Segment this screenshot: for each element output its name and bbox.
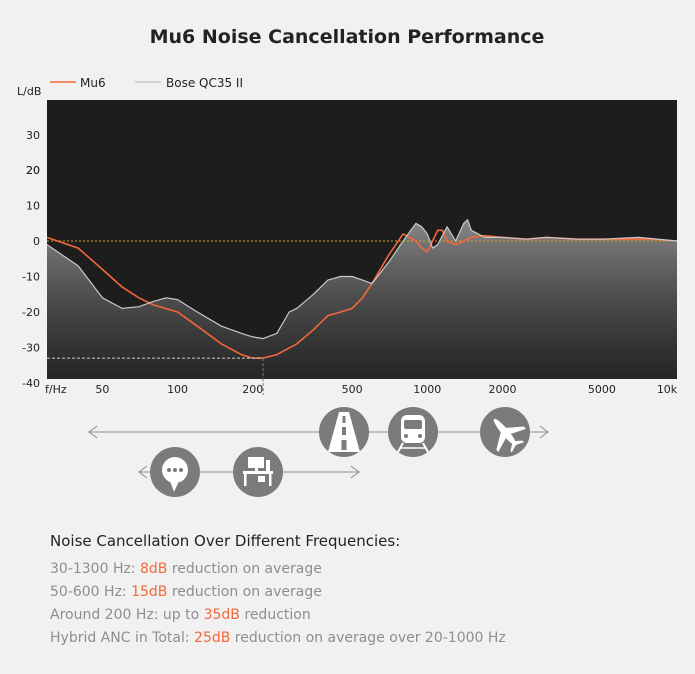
legend: Mu6 Bose QC35 II [50, 76, 243, 90]
legend-label-bose: Bose QC35 II [166, 76, 243, 90]
chat-icon [150, 447, 200, 497]
x-axis-label: f/Hz [45, 383, 67, 396]
note-value: 8dB [140, 561, 168, 577]
notes: Noise Cancellation Over Different Freque… [50, 530, 670, 650]
x-tick-label: 2000 [488, 383, 516, 396]
x-tick-label: 200 [242, 383, 263, 396]
x-tick-labels: 50 100 200 500 1000 2000 5000 10k [95, 383, 677, 396]
note-line: 50-600 Hz: 15dB reduction on average [50, 584, 322, 600]
arrow-head-left-wide [88, 425, 98, 439]
note-value: 25dB [194, 630, 231, 646]
y-tick-label: 20 [26, 164, 40, 177]
note-value: 15dB [131, 584, 168, 600]
series-line-bose [47, 219, 677, 340]
office-icon [233, 447, 283, 497]
airplane-icon [480, 407, 530, 457]
arrow-head-right-wide [539, 425, 549, 439]
chart-title: Mu6 Noise Cancellation Performance [150, 26, 545, 48]
annotation [47, 357, 264, 395]
y-tick-label: -10 [22, 271, 40, 284]
y-tick-label: 20 [26, 164, 40, 177]
train-icon [388, 407, 438, 457]
y-tick-label: 10 [26, 200, 40, 213]
y-tick-label: -40 [22, 377, 40, 390]
x-tick-label: 500 [342, 383, 363, 396]
x-tick-label: 5000 [588, 383, 616, 396]
series-group [47, 219, 677, 379]
legend-label-mu6: Mu6 [80, 76, 106, 90]
arrow-head-right-narrow [350, 465, 360, 479]
y-tick-label: -20 [22, 306, 40, 319]
arrow-head-left-narrow [138, 465, 148, 479]
y-tick-label: 30 [26, 129, 40, 142]
x-tick-label: 10k [657, 383, 678, 396]
y-tick-label: 0 [33, 235, 40, 248]
x-tick-label: 1000 [413, 383, 441, 396]
x-tick-label: 100 [167, 383, 188, 396]
road-icon [319, 407, 369, 457]
x-tick-label: 50 [95, 383, 109, 396]
y-axis-label: L/dB [17, 85, 41, 98]
note-value: 35dB [203, 607, 240, 623]
note-line: 30-1300 Hz: 8dB reduction on average [50, 561, 322, 577]
note-line: Hybrid ANC in Total: 25dB reduction on a… [50, 630, 506, 646]
notes-heading: Noise Cancellation Over Different Freque… [50, 532, 401, 550]
note-line: Around 200 Hz: up to 35dB reduction [50, 607, 311, 623]
y-tick-label: -30 [22, 342, 40, 355]
